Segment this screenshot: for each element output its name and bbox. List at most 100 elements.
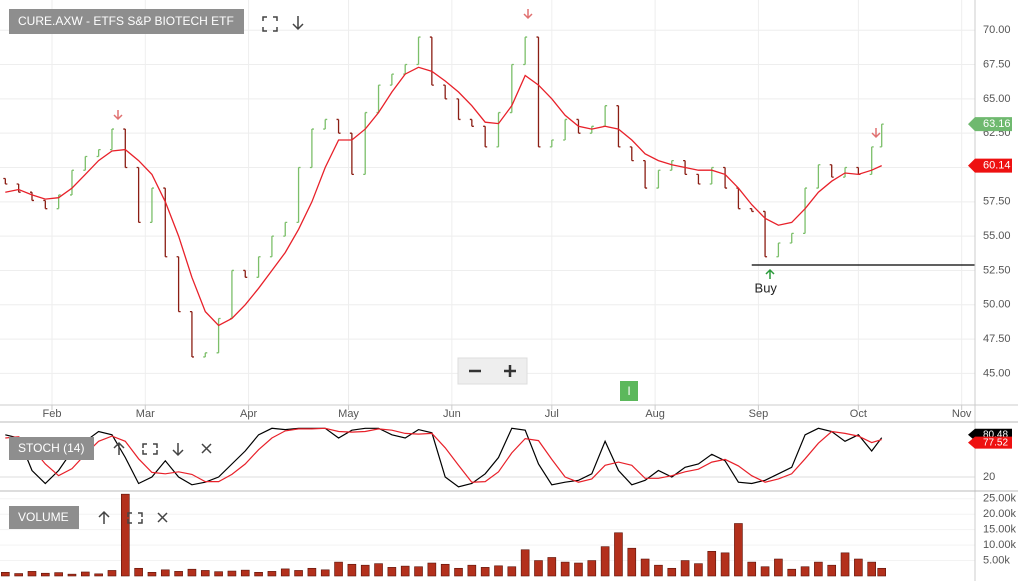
- volume-bar: [867, 561, 877, 577]
- volume-bar: [147, 571, 157, 577]
- volume-bar: [574, 562, 583, 577]
- volume-bar: [707, 550, 717, 577]
- price-bar: [643, 159, 648, 189]
- volume-bar: [734, 523, 743, 577]
- volume-bar: [534, 560, 543, 577]
- expand-icon[interactable]: [127, 512, 143, 524]
- price-bar: [776, 242, 781, 258]
- volume-bar: [854, 558, 863, 577]
- volume-bar: [747, 561, 757, 577]
- volume-bar: [214, 571, 223, 577]
- x-tick-label: Apr: [240, 408, 257, 420]
- expand-icon[interactable]: [142, 443, 158, 455]
- price-bar: [189, 310, 194, 358]
- stoch-button[interactable]: [9, 437, 94, 460]
- price-bar: [536, 36, 541, 148]
- volume-bar: [294, 570, 303, 577]
- price-tag: [968, 158, 1012, 173]
- volume-bar: [667, 567, 677, 577]
- x-tick-label: Feb: [42, 408, 61, 420]
- volume-bar: [814, 561, 823, 577]
- volume-bar: [387, 567, 397, 577]
- volume-bar: [587, 560, 597, 577]
- price-bar: [69, 169, 74, 196]
- price-bar: [483, 125, 488, 148]
- close-icon[interactable]: [157, 512, 168, 523]
- price-bar: [363, 111, 368, 176]
- y-tick-label: 65.00: [983, 93, 1011, 105]
- volume-bar: [467, 564, 477, 577]
- volume-bar: [1, 571, 10, 577]
- price-bar: [176, 256, 181, 313]
- symbol-title: CURE.AXW - ETFS S&P BIOTECH ETF: [18, 14, 234, 28]
- volume-bar: [360, 564, 370, 577]
- price-tag-label: 60.14: [983, 159, 1011, 171]
- symbol-button[interactable]: [9, 9, 244, 34]
- volume-bar: [374, 563, 383, 577]
- close-icon[interactable]: [201, 443, 212, 454]
- move-down-icon[interactable]: [172, 443, 184, 457]
- volume-bar: [480, 567, 490, 577]
- volume-bar: [800, 566, 810, 577]
- sell-arrow: [523, 9, 533, 20]
- volume-bar: [134, 567, 143, 577]
- volume-bar: [640, 558, 650, 577]
- x-tick-label: Oct: [850, 408, 867, 420]
- volume-bar: [187, 568, 197, 577]
- volume-bar: [614, 532, 623, 577]
- y-tick-label: 15.00k: [983, 524, 1017, 536]
- price-bar: [469, 118, 474, 127]
- y-tick-label: 70.00: [983, 24, 1011, 36]
- stoch-title: STOCH (14): [18, 441, 84, 455]
- sell-arrow: [113, 110, 123, 121]
- expand-icon[interactable]: [262, 16, 278, 32]
- zoom-in[interactable]: [504, 365, 516, 377]
- volume-bar: [774, 558, 783, 577]
- price-bar: [83, 155, 88, 171]
- price-bar: [216, 317, 221, 354]
- grid: Feb Mar Apr May Jun Jul Aug Sep Oct Nov 45.00 47.50…: [0, 0, 1017, 566]
- info-badge-label: I: [627, 384, 630, 398]
- volume-bar: [27, 571, 37, 577]
- volume-bar: [654, 564, 663, 577]
- volume-bar: [334, 561, 343, 577]
- price-bar: [323, 118, 328, 130]
- x-tick-label: Jun: [443, 408, 461, 420]
- y-tick-label: 5.00k: [983, 554, 1010, 566]
- volume-bar: [427, 562, 437, 577]
- price-bar: [29, 191, 34, 202]
- price-bar: [603, 105, 608, 127]
- y-tick-label: 47.50: [983, 333, 1011, 345]
- y-tick-label: 20: [983, 471, 995, 483]
- move-up-icon[interactable]: [98, 510, 110, 524]
- volume-bar: [627, 547, 637, 577]
- volume-bar: [507, 566, 517, 577]
- volume-bar: [267, 571, 277, 577]
- price-bar: [723, 166, 728, 189]
- price-bar: [816, 164, 821, 189]
- volume-bar: [107, 570, 117, 577]
- x-tick-label: Nov: [952, 408, 972, 420]
- download-icon[interactable]: [292, 16, 304, 31]
- price-bar: [523, 36, 528, 66]
- volume-bar: [320, 569, 330, 577]
- volume-bar: [54, 572, 63, 577]
- y-tick-label: 52.50: [983, 264, 1011, 276]
- price-bar: [843, 166, 848, 178]
- price-bar: [736, 187, 741, 210]
- info-badge[interactable]: [620, 381, 638, 401]
- price-bar: [149, 187, 154, 224]
- buy-arrow: [765, 268, 775, 279]
- volume-bar: [120, 493, 130, 577]
- price-bar: [243, 269, 248, 278]
- volume-bar: [94, 573, 103, 577]
- price-bar: [269, 235, 274, 258]
- price-bar: [109, 128, 114, 151]
- volume-button[interactable]: [9, 506, 79, 529]
- volume-bar: [67, 573, 77, 577]
- price-bar: [389, 73, 394, 86]
- x-tick-label: May: [338, 408, 359, 420]
- move-up-icon[interactable]: [113, 441, 125, 455]
- price-bar: [563, 118, 568, 141]
- stoch-line: [5, 427, 883, 488]
